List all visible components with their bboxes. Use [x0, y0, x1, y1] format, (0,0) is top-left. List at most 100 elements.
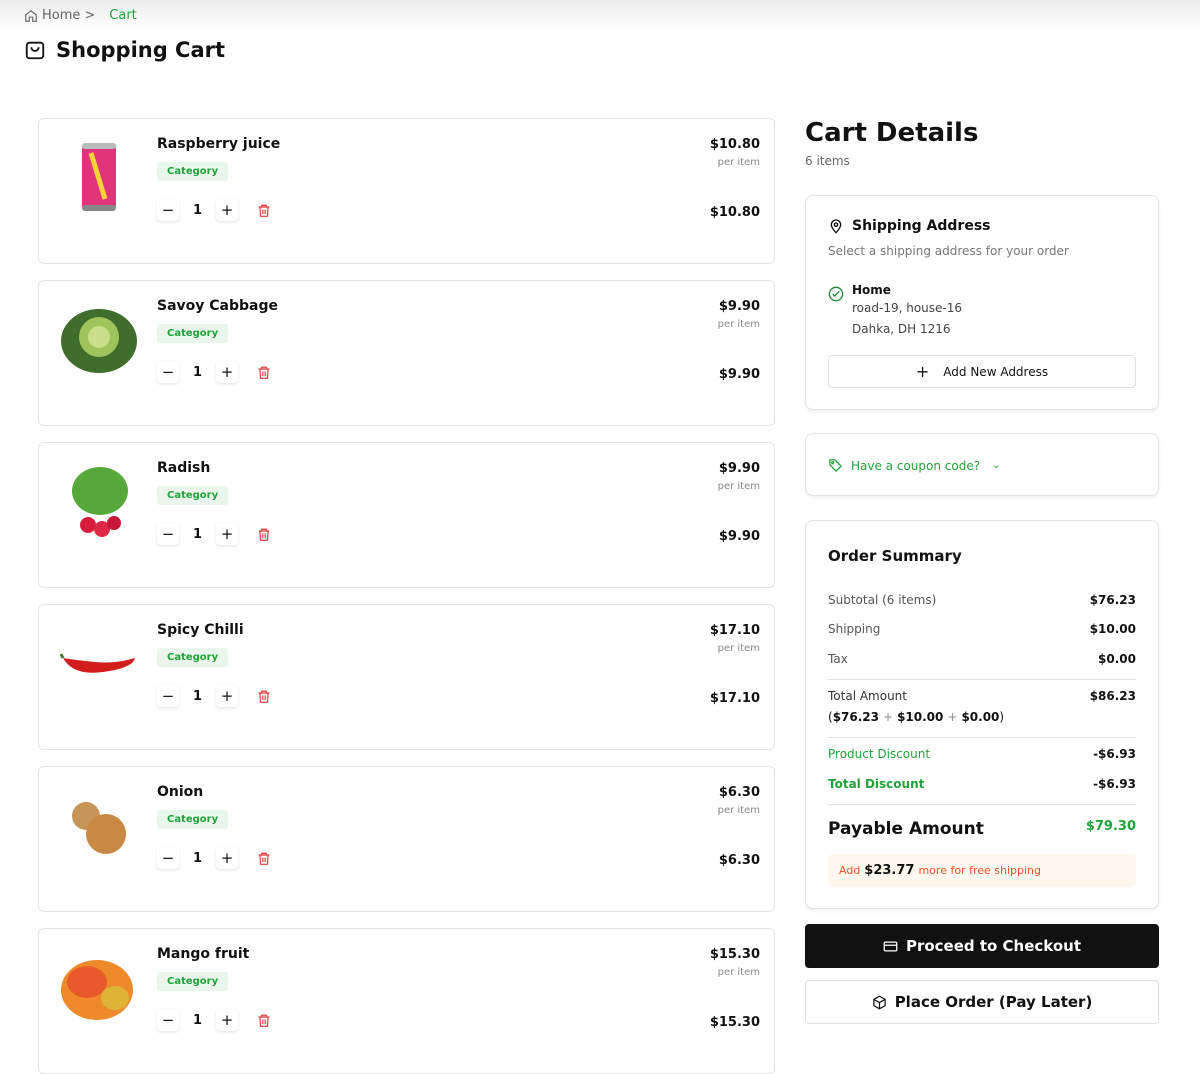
product-name[interactable]: Mango fruit — [157, 946, 250, 962]
unit-price: $9.90 — [718, 461, 760, 476]
shipping-title: Shipping Address — [852, 218, 991, 234]
pay-later-label: Place Order (Pay Later) — [894, 993, 1093, 1011]
map-pin-icon — [830, 219, 842, 234]
product-name[interactable]: Savoy Cabbage — [157, 298, 279, 314]
unit-price: $10.80 — [709, 137, 760, 152]
line-total: $15.30 — [709, 1015, 760, 1030]
quantity-value: 1 — [193, 526, 203, 542]
cart-item: Savoy Cabbage Category − 1 + $9.90 per i… — [38, 280, 775, 426]
trash-icon[interactable] — [257, 203, 271, 218]
page-title-text: Shopping Cart — [56, 38, 226, 62]
divider — [828, 679, 1136, 680]
breadcrumb-current: Cart — [109, 8, 137, 23]
decrease-quantity-button[interactable]: − — [157, 685, 179, 707]
cart-item: Onion Category − 1 + $6.30 per item $6.3… — [38, 766, 775, 912]
breadcrumb-home[interactable]: Home — [42, 8, 81, 23]
subtotal-value: $76.23 — [1089, 593, 1136, 607]
product-image[interactable] — [59, 461, 139, 541]
unit-price: $15.30 — [709, 947, 760, 962]
increase-quantity-button[interactable]: + — [216, 361, 239, 383]
proceed-to-checkout-button[interactable]: Proceed to Checkout — [805, 924, 1159, 968]
quantity-stepper: − 1 + — [157, 1009, 239, 1031]
payable-label: Payable Amount — [828, 819, 984, 839]
decrease-quantity-button[interactable]: − — [157, 361, 179, 383]
trash-icon[interactable] — [257, 851, 271, 866]
order-summary-card: Order Summary Subtotal (6 items) $76.23 S… — [805, 520, 1159, 909]
subtotal-label: Subtotal (6 items) — [828, 593, 937, 607]
trash-icon[interactable] — [257, 689, 271, 704]
category-badge: Category — [157, 162, 229, 181]
increase-quantity-button[interactable]: + — [216, 1009, 239, 1031]
divider — [828, 737, 1136, 738]
category-badge: Category — [157, 972, 229, 991]
shipping-address-card: Shipping Address Select a shipping addre… — [805, 195, 1159, 410]
category-badge: Category — [157, 810, 229, 829]
per-item-label: per item — [717, 805, 760, 816]
product-image[interactable] — [59, 785, 139, 865]
cart-item: Radish Category − 1 + $9.90 per item $9.… — [38, 442, 775, 588]
increase-quantity-button[interactable]: + — [216, 685, 239, 707]
unit-price: $9.90 — [718, 299, 760, 314]
per-item-label: per item — [717, 481, 760, 492]
per-item-label: per item — [717, 643, 760, 654]
cart-item: Spicy Chilli Category − 1 + $17.10 per i… — [38, 604, 775, 750]
breadcrumb-separator: > — [84, 8, 96, 23]
product-name[interactable]: Radish — [157, 460, 211, 476]
total-discount-value: -$6.93 — [1093, 777, 1136, 791]
address-line2: Dahka, DH 1216 — [852, 322, 951, 336]
top-bar — [0, 0, 1200, 30]
free-shipping-notice: Add $23.77 more for free shipping — [828, 854, 1136, 887]
cart-item-count: 6 items — [805, 154, 850, 168]
cart-details-title: Cart Details — [805, 118, 979, 148]
decrease-quantity-button[interactable]: − — [157, 199, 179, 221]
product-image[interactable] — [59, 299, 139, 379]
trash-icon[interactable] — [257, 527, 271, 542]
increase-quantity-button[interactable]: + — [216, 199, 239, 221]
decrease-quantity-button[interactable]: − — [157, 523, 179, 545]
product-name[interactable]: Spicy Chilli — [157, 622, 244, 638]
coupon-card[interactable]: Have a coupon code? ⌄ — [805, 433, 1159, 496]
product-name[interactable]: Raspberry juice — [157, 136, 281, 152]
package-icon — [872, 995, 886, 1009]
quantity-value: 1 — [193, 688, 203, 704]
credit-card-icon — [883, 941, 898, 951]
add-new-address-button[interactable]: + Add New Address — [828, 355, 1136, 388]
category-badge: Category — [157, 486, 229, 505]
cart-item: Raspberry juice Category − 1 + $10.80 pe… — [38, 118, 775, 264]
product-image[interactable] — [59, 623, 139, 703]
shopping-bag-icon — [25, 41, 45, 60]
line-total: $6.30 — [718, 853, 760, 868]
coupon-label: Have a coupon code? — [851, 458, 981, 473]
trash-icon[interactable] — [257, 1013, 271, 1028]
total-discount-label: Total Discount — [828, 777, 925, 791]
product-image[interactable] — [59, 947, 139, 1027]
tax-label: Tax — [828, 652, 848, 666]
trash-icon[interactable] — [257, 365, 271, 380]
shipping-subtitle: Select a shipping address for your order — [828, 244, 1069, 258]
plus-icon: + — [915, 362, 930, 381]
category-badge: Category — [157, 648, 229, 667]
unit-price: $6.30 — [718, 785, 760, 800]
per-item-label: per item — [717, 319, 760, 330]
address-option[interactable]: Home road-19, house-16 Dahka, DH 1216 — [828, 282, 962, 340]
product-image[interactable] — [59, 137, 139, 217]
place-order-pay-later-button[interactable]: Place Order (Pay Later) — [805, 980, 1159, 1024]
address-line1: road-19, house-16 — [852, 301, 962, 315]
product-discount-value: -$6.93 — [1093, 747, 1136, 761]
line-total: $17.10 — [709, 691, 760, 706]
quantity-stepper: − 1 + — [157, 847, 239, 869]
increase-quantity-button[interactable]: + — [216, 847, 239, 869]
cart-item: Mango fruit Category − 1 + $15.30 per it… — [38, 928, 775, 1074]
payable-value: $79.30 — [1085, 819, 1136, 834]
line-total: $9.90 — [718, 367, 760, 382]
product-name[interactable]: Onion — [157, 784, 204, 800]
line-total: $10.80 — [709, 205, 760, 220]
product-discount-label: Product Discount — [828, 747, 931, 761]
quantity-value: 1 — [193, 364, 203, 380]
decrease-quantity-button[interactable]: − — [157, 847, 179, 869]
checkout-label: Proceed to Checkout — [905, 937, 1082, 955]
decrease-quantity-button[interactable]: − — [157, 1009, 179, 1031]
total-breakdown: ($76.23 + $10.00 + $0.00) — [828, 710, 1005, 724]
check-circle-icon — [828, 286, 844, 302]
increase-quantity-button[interactable]: + — [216, 523, 239, 545]
